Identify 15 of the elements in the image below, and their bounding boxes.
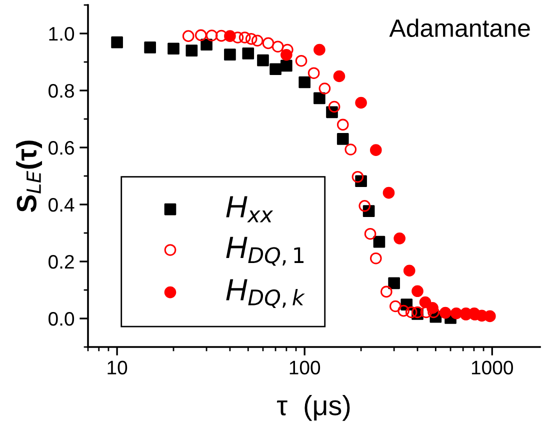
annotation: Adamantane xyxy=(389,18,530,38)
y-axis-title: S$_{LE}$(τ) xyxy=(16,140,42,212)
x-axis-title: τ (μs) xyxy=(276,394,350,421)
x-tick-label: 100 xyxy=(290,360,320,374)
y-tick-label: 0.6 xyxy=(48,140,74,155)
y-tick-label: 0.4 xyxy=(48,198,74,212)
y-tick-label: 0.2 xyxy=(48,254,74,269)
legend-label: H$_{xx}$ xyxy=(226,196,274,222)
y-tick-label: 1.0 xyxy=(49,26,74,41)
x-tick-label: 10 xyxy=(108,360,128,374)
x-tick-label: 1000 xyxy=(472,360,513,374)
legend-label: H$_{DQ,k}$ xyxy=(226,279,305,308)
y-tick-label: 0.0 xyxy=(48,312,74,326)
legend-label: H$_{DQ,1}$ xyxy=(226,236,304,266)
y-tick-label: 0.8 xyxy=(48,84,74,98)
